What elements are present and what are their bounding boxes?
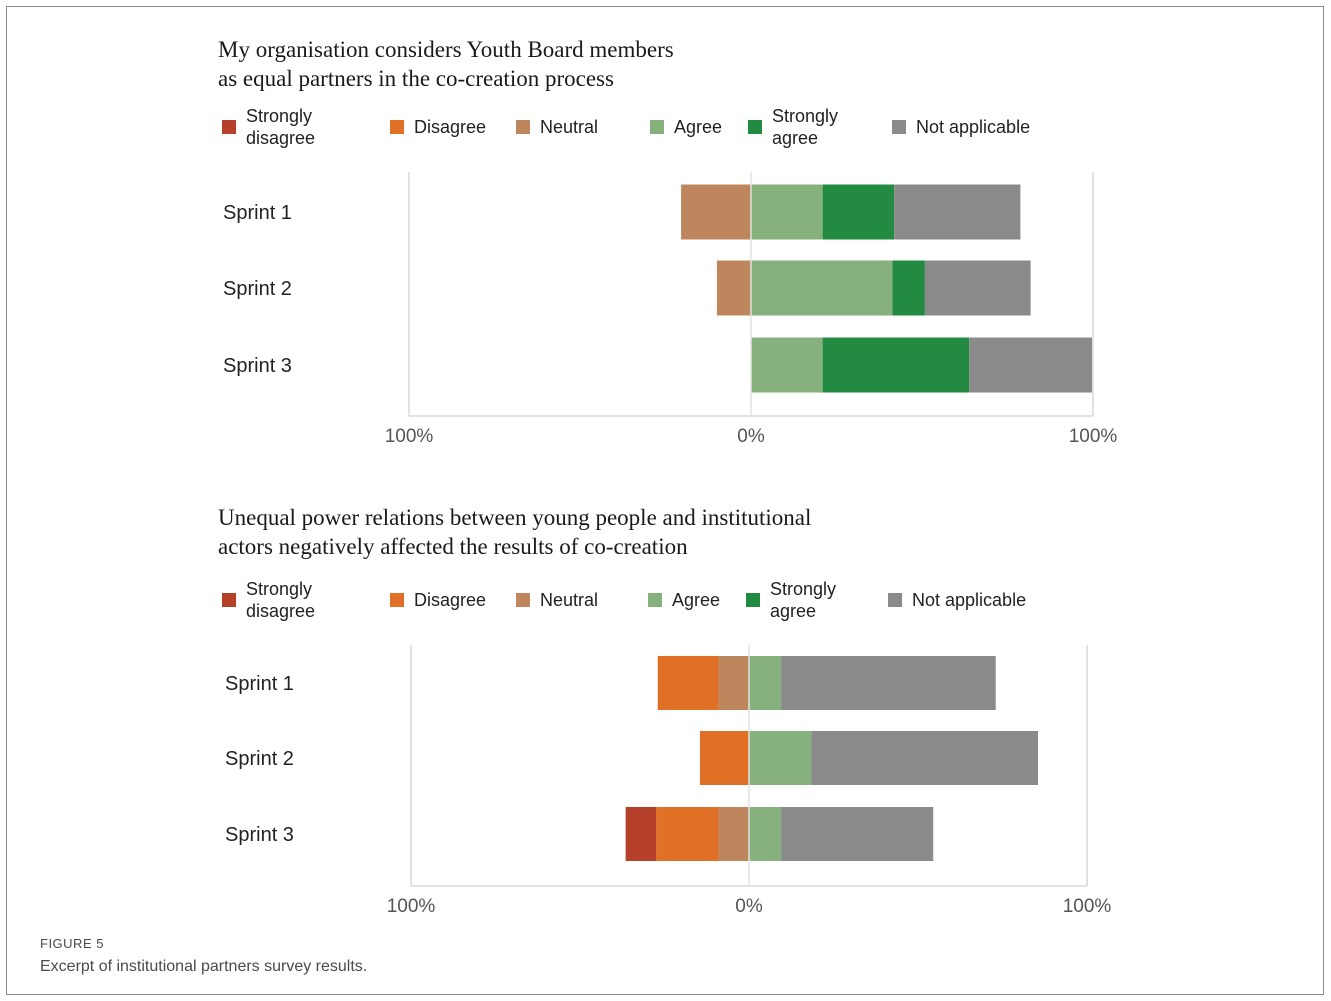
chart-2-x-tick-label: 100%: [1063, 896, 1112, 917]
chart-1-bar-agree: [751, 184, 823, 240]
chart-1-bar-neutral: [716, 260, 751, 316]
chart-1-x-tick-label: 0%: [737, 426, 765, 447]
chart-1-bar-not-applicable: [969, 337, 1092, 393]
legend-item-not-applicable: Not applicable: [888, 577, 1026, 623]
legend-item-strongly-agree: Strongly agree: [748, 104, 838, 150]
legend-swatch-disagree: [390, 593, 404, 607]
chart-2-category-label: Sprint 2: [225, 748, 294, 770]
legend-label-agree: Agree: [674, 117, 723, 137]
chart-1-bar-strongly-agree: [892, 260, 925, 316]
chart-2-bar-not-applicable: [811, 731, 1038, 785]
chart-2-title: Unequal power relations between young pe…: [218, 503, 811, 561]
legend-swatch-strongly-agree: [748, 120, 762, 134]
chart-1-legend: Strongly disagree Disagree Neutral Agree Str…: [0, 104, 1331, 150]
chart-1-bar-not-applicable: [894, 184, 1021, 240]
chart-2-plot: Sprint 1 Sprint 2 Sprint 3 100% 0% 100%: [225, 645, 1112, 917]
chart-2-bar-strongly-disagree: [625, 807, 657, 861]
chart-1-title-line-2: as equal partners in the co-creation pro…: [218, 66, 614, 91]
chart-1-category-label: Sprint 1: [223, 202, 292, 224]
chart-2-bar-disagree: [657, 656, 719, 710]
chart-2-bar-not-applicable: [781, 807, 934, 861]
legend-label-neutral: Neutral: [540, 117, 599, 137]
legend-swatch-strongly-agree: [746, 593, 760, 607]
chart-1-category-label: Sprint 3: [223, 355, 292, 377]
legend-item-neutral: Neutral: [516, 577, 598, 623]
legend-item-strongly-agree: Strongly agree: [746, 577, 836, 623]
chart-2-bar-not-applicable: [781, 656, 996, 710]
chart-1-plot: Sprint 1 Sprint 2 Sprint 3 100% 0% 100%: [223, 172, 1118, 447]
chart-2-bar-agree: [749, 807, 782, 861]
legend-item-disagree: Disagree: [390, 104, 486, 150]
legend-label-agree: Agree: [672, 590, 721, 610]
chart-2-x-tick-label: 0%: [735, 896, 763, 917]
chart-2-bar-neutral: [718, 656, 749, 710]
legend-item-disagree: Disagree: [390, 577, 486, 623]
chart-1-title-line-1: My organisation considers Youth Board me…: [218, 37, 674, 62]
legend-label-strongly-agree: Strongly agree: [770, 579, 837, 621]
chart-2-x-tick-label: 100%: [387, 896, 436, 917]
chart-2-category-label: Sprint 1: [225, 673, 294, 695]
chart-2-bar-agree: [749, 656, 782, 710]
legend-label-disagree: Disagree: [414, 117, 487, 137]
legend-label-not-applicable: Not applicable: [912, 590, 1027, 610]
legend-label-strongly-disagree: Strongly disagree: [246, 106, 316, 148]
chart-1-bar-agree: [751, 260, 893, 316]
legend-item-neutral: Neutral: [516, 104, 598, 150]
chart-2-title-line-1: Unequal power relations between young pe…: [218, 505, 812, 530]
legend-swatch-not-applicable: [888, 593, 902, 607]
legend-swatch-agree: [650, 120, 664, 134]
legend-label-neutral: Neutral: [540, 590, 599, 610]
chart-2-bar-agree: [749, 731, 812, 785]
legend-swatch-strongly-disagree: [222, 120, 236, 134]
chart-1-bar-strongly-agree: [822, 184, 895, 240]
chart-1-bar-agree: [751, 337, 823, 393]
legend-swatch-neutral: [516, 593, 530, 607]
legend-label-not-applicable: Not applicable: [916, 117, 1031, 137]
chart-2-title-line-2: actors negatively affected the results o…: [218, 534, 688, 559]
legend-item-strongly-disagree: Strongly disagree: [222, 577, 315, 623]
chart-2-category-label: Sprint 3: [225, 824, 294, 846]
chart-1-bar-neutral: [681, 184, 751, 240]
legend-item-not-applicable: Not applicable: [892, 104, 1030, 150]
chart-1-x-tick-label: 100%: [1069, 426, 1118, 447]
figure-caption: Excerpt of institutional partners survey…: [40, 958, 368, 975]
legend-label-strongly-disagree: Strongly disagree: [246, 579, 316, 621]
legend-swatch-strongly-disagree: [222, 593, 236, 607]
legend-swatch-not-applicable: [892, 120, 906, 134]
chart-2-bar-neutral: [718, 807, 749, 861]
chart-2-bar-disagree: [656, 807, 719, 861]
legend-label-disagree: Disagree: [414, 590, 487, 610]
legend-item-agree: Agree: [650, 104, 722, 150]
chart-1-title: My organisation considers Youth Board me…: [218, 35, 674, 93]
legend-item-strongly-disagree: Strongly disagree: [222, 104, 315, 150]
chart-2-legend: Strongly disagree Disagree Neutral Agree Str…: [0, 577, 1331, 623]
legend-swatch-agree: [648, 593, 662, 607]
figure-label: FIGURE 5: [40, 936, 104, 951]
chart-1-category-label: Sprint 2: [223, 278, 292, 300]
chart-2-bar-disagree: [699, 731, 749, 785]
chart-1-bar-not-applicable: [924, 260, 1031, 316]
chart-1-bar-strongly-agree: [822, 337, 970, 393]
legend-label-strongly-agree: Strongly agree: [772, 106, 839, 148]
legend-swatch-neutral: [516, 120, 530, 134]
chart-1-x-tick-label: 100%: [385, 426, 434, 447]
legend-swatch-disagree: [390, 120, 404, 134]
legend-item-agree: Agree: [648, 577, 720, 623]
